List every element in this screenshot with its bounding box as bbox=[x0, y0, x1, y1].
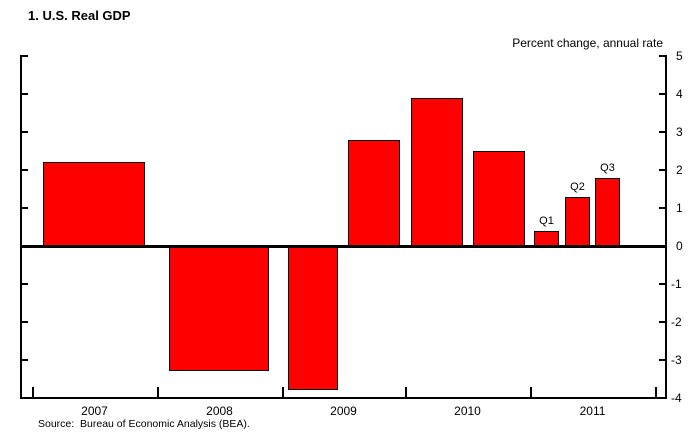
bar-2011-q2 bbox=[565, 196, 590, 246]
x-tick-5 bbox=[655, 387, 657, 397]
y-tick-label--3: -3 bbox=[671, 353, 682, 367]
y-tick-right-5 bbox=[658, 55, 667, 57]
y-tick-left-3 bbox=[20, 131, 28, 133]
left-axis-line bbox=[20, 56, 22, 399]
x-tick-4 bbox=[530, 387, 532, 397]
y-tick-label-2: 2 bbox=[676, 163, 683, 177]
y-tick-right--3 bbox=[658, 359, 667, 361]
y-tick-right-2 bbox=[658, 169, 667, 171]
y-tick-right--2 bbox=[658, 321, 667, 323]
x-axis-line bbox=[20, 397, 667, 399]
source-note: Source: Bureau of Economic Analysis (BEA… bbox=[38, 418, 250, 430]
bar-label-q3: Q3 bbox=[600, 161, 615, 174]
y-tick-label-5: 5 bbox=[676, 49, 683, 63]
y-tick-label-1: 1 bbox=[676, 201, 683, 215]
y-tick-right-1 bbox=[658, 207, 667, 209]
bar-label-q2: Q2 bbox=[570, 180, 585, 193]
y-tick-right-4 bbox=[658, 93, 667, 95]
y-tick-right-3 bbox=[658, 131, 667, 133]
y-tick-left-2 bbox=[20, 169, 28, 171]
y-tick-label-0: 0 bbox=[676, 239, 683, 253]
y-tick-left-5 bbox=[20, 55, 28, 57]
y-tick-label-4: 4 bbox=[676, 87, 683, 101]
y-tick-label-3: 3 bbox=[676, 125, 683, 139]
year-label-2009: 2009 bbox=[330, 404, 357, 418]
x-tick-3 bbox=[405, 387, 407, 397]
bar-2011-q3 bbox=[595, 177, 620, 246]
bar-2008 bbox=[169, 246, 269, 372]
y-tick-label--1: -1 bbox=[671, 277, 682, 291]
y-tick-left-1 bbox=[20, 207, 28, 209]
bar-2010-h2 bbox=[473, 151, 525, 246]
y-tick-label--2: -2 bbox=[671, 315, 682, 329]
zero-baseline bbox=[21, 244, 665, 248]
chart-title: 1. U.S. Real GDP bbox=[28, 8, 131, 23]
x-tick-2 bbox=[282, 387, 284, 397]
y-tick-label--4: -4 bbox=[671, 391, 682, 405]
x-tick-1 bbox=[157, 387, 159, 397]
bar-2009-h1 bbox=[288, 246, 338, 391]
y-tick-left--1 bbox=[20, 283, 28, 285]
year-label-2008: 2008 bbox=[206, 404, 233, 418]
right-axis-line bbox=[665, 56, 667, 399]
y-tick-left-4 bbox=[20, 93, 28, 95]
year-label-2011: 2011 bbox=[579, 404, 606, 418]
bar-label-q1: Q1 bbox=[539, 214, 554, 227]
bar-2010-h1 bbox=[411, 97, 463, 246]
y-tick-left--2 bbox=[20, 321, 28, 323]
x-tick-0 bbox=[32, 387, 34, 397]
year-label-2010: 2010 bbox=[454, 404, 481, 418]
bar-2007 bbox=[43, 162, 145, 246]
year-label-2007: 2007 bbox=[81, 404, 108, 418]
y-tick-left--3 bbox=[20, 359, 28, 361]
y-axis-unit-label: Percent change, annual rate bbox=[512, 36, 663, 50]
bar-2009-h2 bbox=[348, 139, 400, 246]
y-tick-right--1 bbox=[658, 283, 667, 285]
